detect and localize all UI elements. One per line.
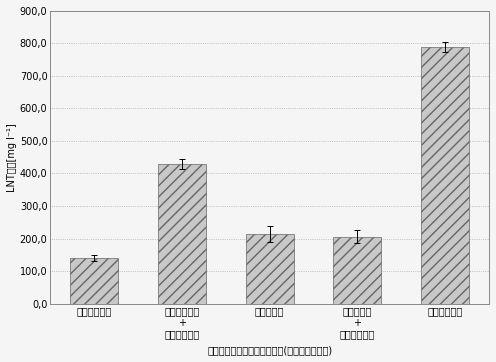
X-axis label: ラクトースに追加した炎素源(複数の場合あり): ラクトースに追加した炎素源(複数の場合あり) — [207, 345, 332, 355]
Bar — [246, 233, 294, 303]
Y-axis label: LNT膏度[mg l⁻¹]: LNT膏度[mg l⁻¹] — [7, 123, 17, 191]
Bar — [70, 258, 119, 303]
Bar — [158, 164, 206, 303]
Bar — [421, 47, 469, 303]
Bar — [333, 237, 381, 303]
